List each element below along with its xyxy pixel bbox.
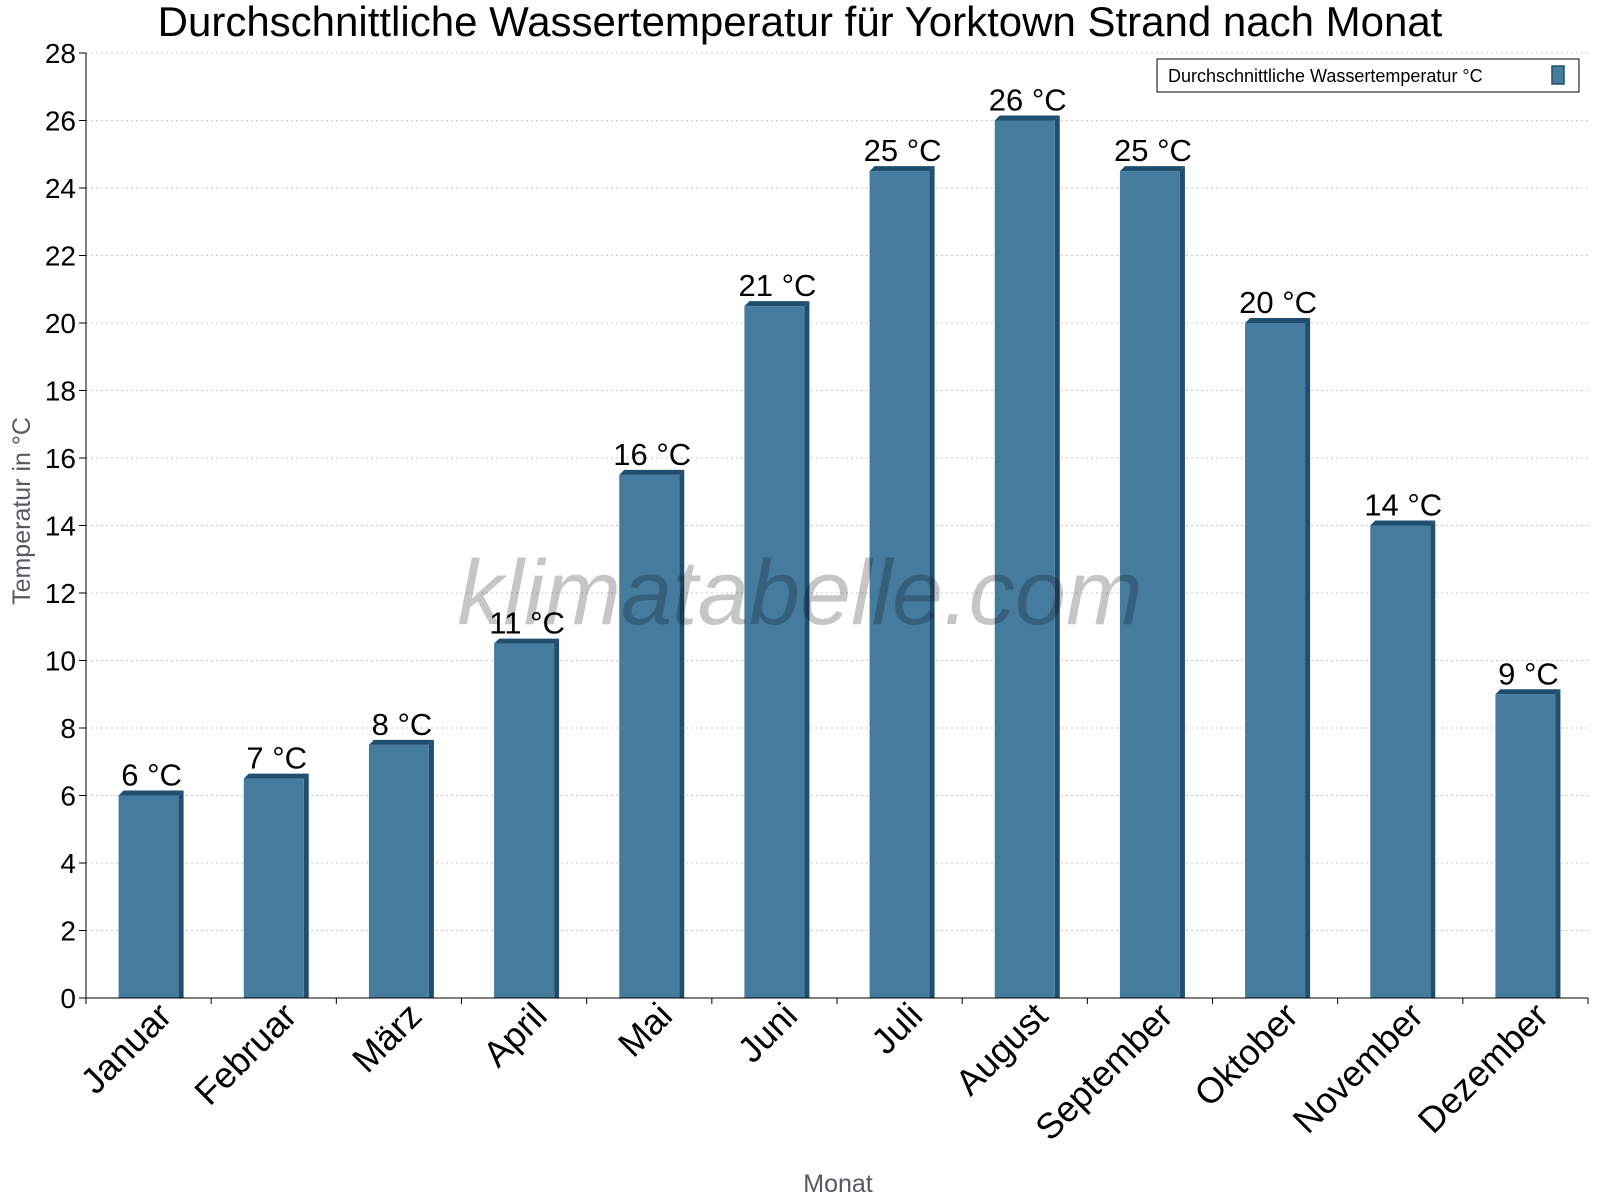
bar-top <box>994 115 1060 121</box>
value-labels: 6 °C 7 °C 8 °C 11 °C 16 °C 21 °C 25 °C 26 °C 25 … <box>121 83 1558 793</box>
bar-september <box>1119 171 1180 998</box>
bar-top <box>869 166 935 172</box>
value-label: 21 °C <box>738 268 816 303</box>
bar-side <box>1555 689 1561 998</box>
bar-top <box>744 301 810 307</box>
bars <box>118 115 1561 998</box>
x-tick-label: Mai <box>610 995 680 1065</box>
y-tick-label: 18 <box>45 376 76 407</box>
bar-februar <box>243 778 304 998</box>
y-tick-label: 8 <box>60 713 76 744</box>
y-tick-label: 12 <box>45 578 76 609</box>
value-label: 11 °C <box>489 606 565 641</box>
value-label: 25 °C <box>864 133 942 168</box>
bar-top <box>1245 318 1311 323</box>
x-tick-label: Dezember <box>1410 995 1556 1141</box>
bar-side <box>804 301 810 998</box>
value-label: 7 °C <box>246 741 307 776</box>
bar-top <box>118 790 184 796</box>
y-tick-label: 22 <box>45 241 76 272</box>
bar-top <box>1119 166 1185 172</box>
y-tick-label: 14 <box>45 511 76 542</box>
x-tick-label: Juli <box>863 995 930 1062</box>
value-label: 26 °C <box>989 83 1067 118</box>
x-axis-title: Monat <box>803 1170 873 1198</box>
bar-april <box>494 643 555 998</box>
bar-side <box>428 739 434 998</box>
bar-side <box>1054 115 1060 998</box>
x-tick-label: April <box>475 995 555 1075</box>
gridlines <box>86 52 1588 931</box>
bar-side <box>929 166 935 998</box>
bar-top <box>1495 689 1561 695</box>
bar-side <box>679 469 685 998</box>
bar-januar <box>118 795 179 998</box>
value-label: 8 °C <box>372 707 433 742</box>
bar-top <box>368 739 434 745</box>
x-tick-label: März <box>344 995 430 1081</box>
bar-november <box>1370 525 1431 998</box>
y-tick-label: 20 <box>45 308 76 339</box>
x-tick-label: November <box>1284 995 1430 1141</box>
y-tick-label: 24 <box>45 173 76 204</box>
bar-side <box>303 773 309 998</box>
y-tick-label: 4 <box>60 848 76 879</box>
value-label: 9 °C <box>1498 656 1559 691</box>
chart-title: Durchschnittliche Wassertemperatur für Y… <box>158 0 1443 45</box>
legend: Durchschnittliche Wassertemperatur °C <box>1156 58 1580 93</box>
bar-juni <box>744 306 805 998</box>
bar-oktober <box>1245 323 1306 998</box>
y-tick-label: 10 <box>45 646 76 677</box>
y-tick-label: 6 <box>60 781 76 812</box>
legend-box <box>1156 58 1580 93</box>
x-tick-label: September <box>1027 995 1181 1149</box>
bar-top <box>243 773 309 779</box>
watermark: klimatabelle.com <box>457 542 1142 644</box>
bar-side <box>1179 166 1185 998</box>
x-tick-label: Oktober <box>1186 995 1306 1115</box>
value-label: 16 °C <box>613 437 691 472</box>
y-tick-label: 26 <box>45 106 76 137</box>
bar-juli <box>869 171 930 998</box>
x-tick-label: Januar <box>72 995 179 1102</box>
bar-top <box>494 638 560 644</box>
bar-dezember <box>1495 694 1556 998</box>
bar-top <box>1370 520 1436 526</box>
value-label: 6 °C <box>121 758 182 793</box>
bar-mai <box>619 474 680 998</box>
value-label: 25 °C <box>1114 133 1192 168</box>
value-label: 20 °C <box>1239 285 1317 320</box>
bar-märz <box>368 744 429 998</box>
bar-top <box>619 469 685 475</box>
legend-swatch <box>1551 65 1565 85</box>
x-tick-label: Juni <box>729 995 805 1071</box>
bar-side <box>554 638 560 998</box>
y-tick-label: 28 <box>45 38 76 69</box>
y-tick-label: 0 <box>60 983 76 1014</box>
bar-side <box>1305 318 1311 998</box>
x-tick-label: August <box>947 995 1055 1103</box>
y-tick-label: 2 <box>60 916 76 947</box>
bar-side <box>178 790 184 998</box>
legend-label: Durchschnittliche Wassertemperatur °C <box>1168 66 1483 86</box>
y-tick-label: 16 <box>45 443 76 474</box>
y-axis-title: Temperatur in °C <box>8 417 36 605</box>
x-tick-label: Februar <box>186 995 304 1113</box>
bar-august <box>994 120 1055 998</box>
value-label: 14 °C <box>1364 488 1442 523</box>
bar-side <box>1430 520 1436 998</box>
x-axis: Januar Februar März April Mai Juni Juli AugustS… <box>72 995 1589 1149</box>
